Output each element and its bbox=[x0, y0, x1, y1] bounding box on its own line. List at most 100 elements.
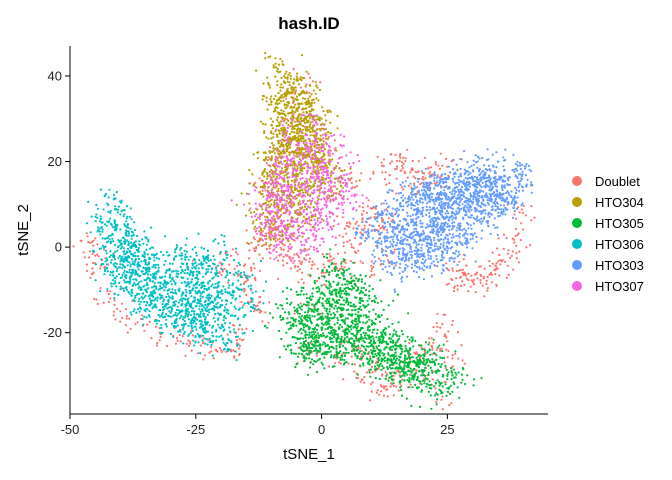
point bbox=[129, 263, 132, 266]
point bbox=[368, 290, 371, 293]
point bbox=[311, 315, 314, 318]
point bbox=[212, 240, 215, 243]
point bbox=[435, 321, 438, 325]
point bbox=[303, 355, 306, 358]
point bbox=[219, 296, 222, 300]
point bbox=[518, 250, 521, 253]
point bbox=[400, 344, 403, 348]
point bbox=[405, 357, 409, 360]
point bbox=[357, 344, 360, 347]
point bbox=[514, 227, 518, 230]
point bbox=[86, 269, 89, 273]
point bbox=[334, 243, 337, 247]
point bbox=[299, 342, 302, 345]
point bbox=[202, 358, 205, 361]
point bbox=[180, 276, 184, 279]
point bbox=[301, 353, 304, 356]
point bbox=[366, 299, 369, 302]
point bbox=[298, 312, 301, 315]
point bbox=[131, 260, 134, 263]
point bbox=[251, 274, 254, 277]
point bbox=[294, 366, 297, 369]
point bbox=[375, 332, 379, 335]
point bbox=[353, 352, 357, 355]
point bbox=[393, 248, 396, 251]
point bbox=[418, 405, 422, 408]
point bbox=[310, 331, 313, 334]
point bbox=[127, 243, 130, 247]
point bbox=[224, 350, 228, 353]
point bbox=[401, 167, 404, 170]
point bbox=[331, 261, 334, 264]
point bbox=[277, 162, 281, 165]
point bbox=[115, 190, 118, 194]
point bbox=[223, 267, 226, 270]
point bbox=[310, 108, 314, 111]
point bbox=[289, 267, 293, 270]
point bbox=[434, 160, 437, 164]
point bbox=[374, 313, 377, 316]
point bbox=[397, 389, 400, 392]
point bbox=[340, 337, 343, 341]
point bbox=[226, 299, 229, 302]
point bbox=[101, 237, 104, 240]
point bbox=[436, 346, 440, 349]
point bbox=[138, 310, 141, 313]
point bbox=[427, 364, 430, 367]
point bbox=[245, 327, 248, 330]
point bbox=[311, 129, 314, 132]
point bbox=[238, 295, 241, 298]
point bbox=[275, 125, 278, 128]
point bbox=[136, 255, 140, 258]
point bbox=[352, 303, 355, 306]
point bbox=[319, 134, 322, 137]
point bbox=[307, 97, 310, 100]
point bbox=[131, 262, 135, 266]
point bbox=[368, 310, 371, 313]
point bbox=[486, 289, 489, 292]
point bbox=[305, 344, 308, 347]
point bbox=[395, 330, 398, 333]
point bbox=[159, 285, 162, 288]
point bbox=[213, 299, 216, 302]
point bbox=[402, 162, 405, 165]
point bbox=[244, 275, 248, 278]
point bbox=[94, 219, 97, 223]
point bbox=[371, 371, 374, 374]
point bbox=[303, 349, 307, 352]
point bbox=[427, 358, 430, 361]
point bbox=[230, 301, 233, 305]
point bbox=[261, 94, 264, 97]
point bbox=[403, 354, 407, 357]
point bbox=[355, 337, 358, 340]
point bbox=[359, 333, 363, 336]
point bbox=[120, 276, 124, 279]
point bbox=[376, 361, 379, 364]
point bbox=[321, 302, 324, 305]
point bbox=[258, 295, 261, 298]
point bbox=[252, 310, 256, 313]
point bbox=[292, 352, 296, 355]
point bbox=[346, 286, 349, 289]
point bbox=[284, 159, 287, 162]
point bbox=[335, 283, 338, 286]
point bbox=[294, 341, 298, 345]
point bbox=[395, 165, 398, 168]
point bbox=[287, 328, 290, 331]
point bbox=[202, 290, 205, 293]
point bbox=[351, 319, 354, 322]
point bbox=[333, 139, 336, 142]
point bbox=[358, 292, 361, 295]
point bbox=[333, 301, 336, 304]
point bbox=[316, 290, 319, 293]
point bbox=[292, 235, 295, 238]
point bbox=[176, 305, 179, 308]
point bbox=[110, 285, 113, 288]
point bbox=[111, 271, 114, 274]
point bbox=[486, 287, 489, 290]
point bbox=[159, 281, 162, 284]
point bbox=[287, 202, 290, 205]
point bbox=[300, 92, 303, 95]
point bbox=[365, 211, 368, 214]
point bbox=[307, 273, 310, 276]
